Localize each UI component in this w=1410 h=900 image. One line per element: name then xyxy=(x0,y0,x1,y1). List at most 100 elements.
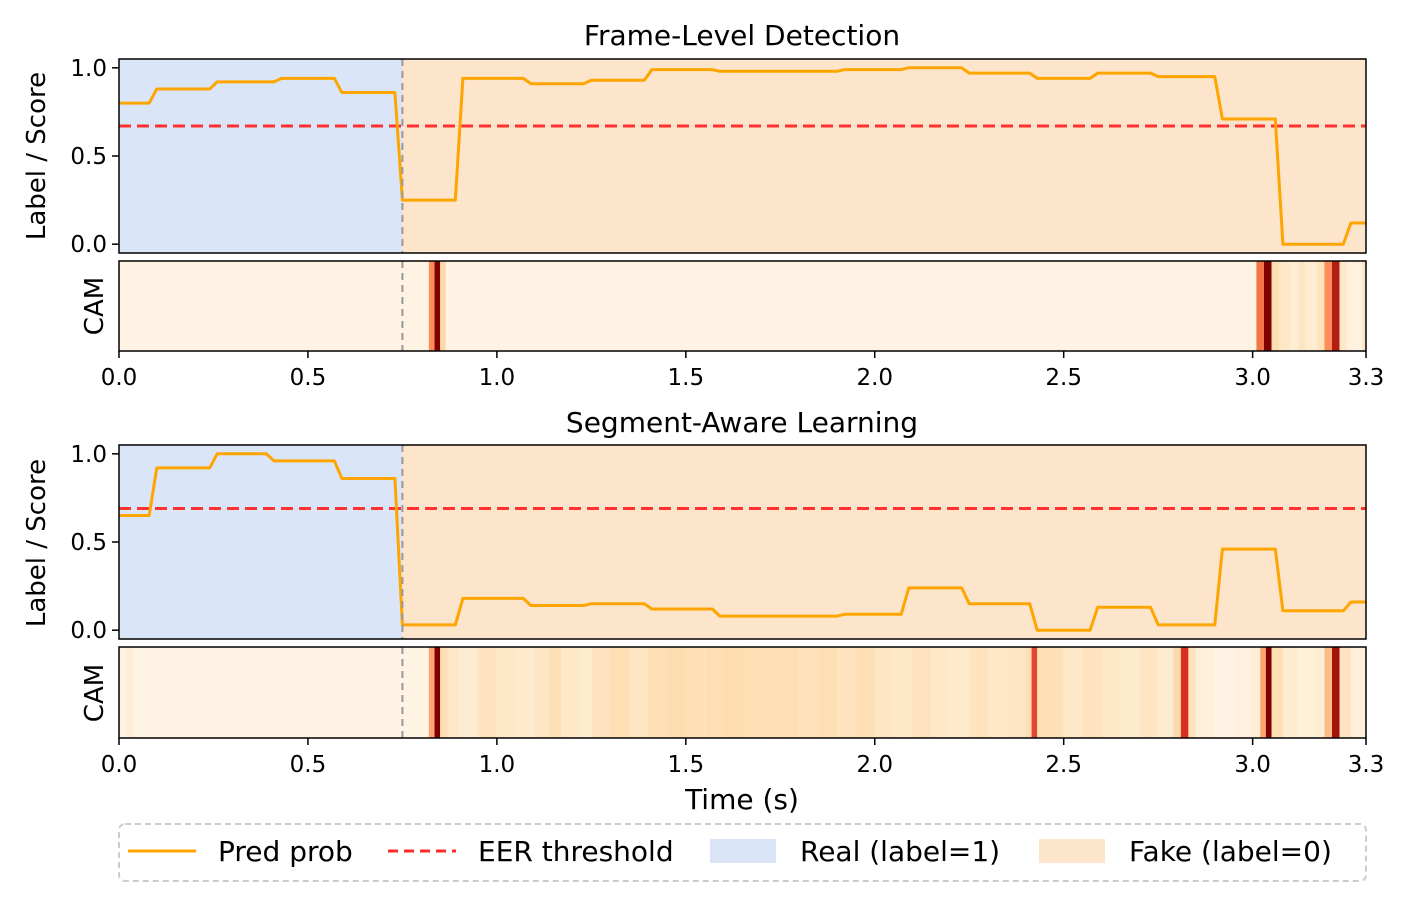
cam-cell xyxy=(1120,647,1140,738)
cam-cell xyxy=(496,647,516,738)
cam-cell xyxy=(1214,647,1234,738)
cam-cell xyxy=(629,647,649,738)
cam-cell xyxy=(1101,647,1121,738)
cam-cell xyxy=(912,647,932,738)
cam-cell xyxy=(119,647,127,738)
chart-title-2: Segment-Aware Learning xyxy=(566,406,918,439)
y-tick-label: 0.0 xyxy=(70,232,107,258)
cam-cell xyxy=(425,261,429,351)
cam-cell xyxy=(1007,647,1026,738)
x-tick-label: 2.5 xyxy=(1045,752,1082,778)
cam-cell xyxy=(1347,261,1359,351)
cam-frame xyxy=(118,646,1367,739)
cam-cell xyxy=(428,647,435,738)
cam-cell xyxy=(988,647,1008,738)
cam-cell xyxy=(1025,647,1032,738)
legend-label: EER threshold xyxy=(478,835,674,868)
cam-cell xyxy=(1180,647,1189,738)
cam-cell xyxy=(1339,261,1348,351)
cam-cell xyxy=(445,261,1253,351)
panel-frame-level: Frame-Level Detection 0.0 0.5 1.0 0.0 0.5 1.… xyxy=(22,19,1384,391)
cam-cell xyxy=(1305,261,1317,351)
cam-cell xyxy=(1252,647,1261,738)
cam-cell xyxy=(425,647,429,738)
cam-cell xyxy=(1297,261,1306,351)
cam-cell xyxy=(874,647,894,738)
cam-cell xyxy=(1265,647,1272,738)
cam-cell xyxy=(950,647,970,738)
cam-cell xyxy=(969,647,989,738)
cam-cell xyxy=(1331,647,1340,738)
cam-cell xyxy=(855,647,875,738)
cam-cell xyxy=(836,647,856,738)
score-plot-2: 0.0 0.5 1.0 xyxy=(70,442,1367,644)
x-tick-label: 1.5 xyxy=(668,365,705,391)
x-tick-label: 3.0 xyxy=(1234,365,1271,391)
cam-cell xyxy=(440,261,446,351)
cam-cell xyxy=(931,647,951,738)
x-tick-label: 0.0 xyxy=(101,752,138,778)
x-tick-label: 3.0 xyxy=(1234,752,1271,778)
cam-cell xyxy=(434,261,441,351)
cam-cell xyxy=(1290,261,1298,351)
legend-patch-swatch xyxy=(710,839,776,863)
x-tick-label: 0.0 xyxy=(101,365,138,391)
legend-label: Real (label=1) xyxy=(800,835,1000,868)
cam-cell xyxy=(434,647,441,738)
cam-cell xyxy=(515,647,535,738)
cam-cell xyxy=(1271,261,1280,351)
pred-prob-line xyxy=(119,66,1366,246)
cam-cell xyxy=(1297,647,1314,738)
cam-cell xyxy=(591,647,611,738)
cam-cell xyxy=(1252,261,1257,351)
cam-cell xyxy=(1031,647,1038,738)
cam-cell xyxy=(648,647,667,738)
cam-cell xyxy=(1358,261,1363,351)
cam-cell xyxy=(1188,647,1196,738)
x-tick-label: 1.5 xyxy=(668,752,705,778)
cam-cell xyxy=(534,647,550,738)
y-tick-label: 0.5 xyxy=(70,144,107,170)
cam-cell xyxy=(780,647,800,738)
x-tick-label: 2.0 xyxy=(856,752,893,778)
cam-cell xyxy=(1233,647,1253,738)
cam-cell xyxy=(1339,647,1351,738)
cam-cell xyxy=(580,647,592,738)
ylabel-2: Label / Score xyxy=(22,459,52,627)
cam-cell xyxy=(742,647,762,738)
y-tick-label: 0.5 xyxy=(70,530,107,556)
legend-label: Fake (label=0) xyxy=(1129,835,1332,868)
fake-region xyxy=(402,59,1367,253)
cam-cell xyxy=(1173,647,1181,738)
x-tick-label: 1.0 xyxy=(479,365,516,391)
cam-cell xyxy=(561,647,581,738)
cam-cell xyxy=(1271,647,1283,738)
cam-label-1: CAM xyxy=(80,277,110,335)
cam-cell xyxy=(1195,647,1215,738)
cam-label-2: CAM xyxy=(80,664,110,722)
x-tick-label: 2.0 xyxy=(856,365,893,391)
cam-cell xyxy=(1324,261,1332,351)
cam-cell xyxy=(1313,647,1325,738)
legend: Pred prob EER threshold Real (label=1) Fake… xyxy=(118,823,1367,882)
cam-cell xyxy=(704,647,724,738)
chart-title-1: Frame-Level Detection xyxy=(584,19,900,52)
cam-strip-1: 0.0 0.5 1.0 1.5 2.0 2.5 3.0 3.3 xyxy=(101,260,1384,391)
cam-frame xyxy=(118,260,1367,352)
cam-cell xyxy=(799,647,819,738)
cam-strip-2: 0.0 0.5 1.0 1.5 2.0 2.5 3.0 3.3 xyxy=(101,646,1384,778)
cam-cell xyxy=(1263,261,1272,351)
legend-patch-swatch xyxy=(1039,839,1105,863)
cam-cell xyxy=(723,647,743,738)
cam-cell xyxy=(1037,647,1064,738)
cam-cell xyxy=(1279,261,1291,351)
cam-cell xyxy=(1316,261,1325,351)
fake-region xyxy=(402,445,1367,639)
cam-cell xyxy=(447,647,460,738)
legend-label: Pred prob xyxy=(218,835,353,868)
x-tick-label: 0.5 xyxy=(290,752,327,778)
cam-cell xyxy=(134,647,426,738)
cam-cell xyxy=(1260,647,1266,738)
cam-cell xyxy=(1324,647,1332,738)
